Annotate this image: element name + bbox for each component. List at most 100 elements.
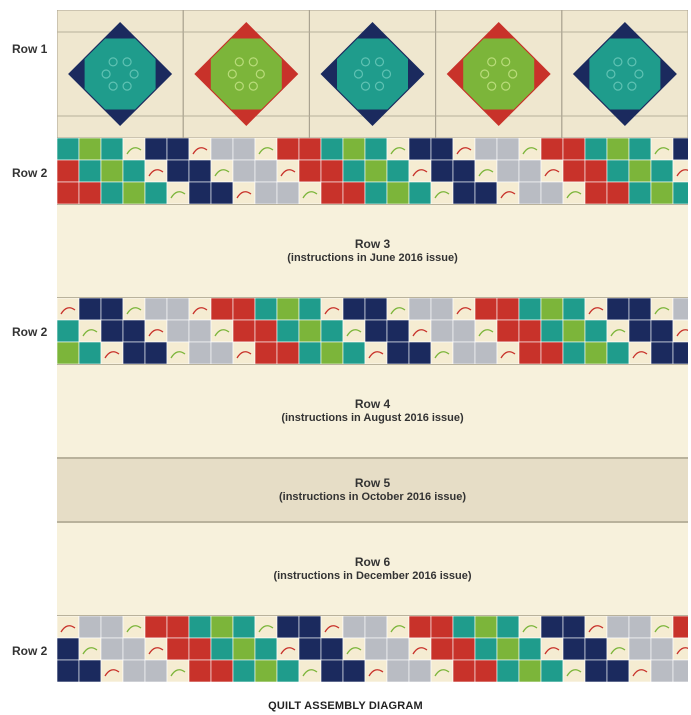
swirl-print — [258, 625, 274, 633]
patch-square — [606, 341, 630, 364]
patch-square — [496, 319, 520, 343]
swirl-print — [302, 669, 318, 677]
patch-square — [474, 298, 498, 321]
patch-square — [122, 659, 146, 682]
patch-square — [606, 138, 630, 161]
patch-square — [628, 637, 652, 661]
patch-square — [254, 181, 278, 204]
swirl-print — [148, 169, 164, 177]
swirl-print — [478, 169, 494, 177]
patch-square — [320, 659, 344, 682]
patch-square — [540, 659, 564, 682]
patch-square — [254, 659, 278, 682]
patch-square — [606, 616, 630, 639]
print-motif — [627, 81, 637, 91]
print-motif — [101, 69, 111, 79]
patch-square — [78, 637, 102, 661]
swirl-print — [522, 147, 538, 155]
print-motif — [255, 69, 265, 79]
patch-square — [540, 637, 564, 661]
patch-square — [78, 181, 102, 204]
patch-square — [364, 637, 388, 661]
patch-square — [320, 138, 344, 161]
patch-square — [122, 181, 146, 204]
row-2-patchwork-top — [57, 138, 688, 204]
star-block — [308, 10, 437, 138]
swirl-print — [280, 169, 296, 177]
patch-square — [474, 659, 498, 682]
patch-square — [57, 159, 80, 183]
swirl-print — [60, 307, 76, 315]
patch-square — [518, 341, 542, 364]
patch-square — [650, 138, 674, 161]
patch-square — [122, 637, 146, 661]
swirl-print — [544, 647, 560, 655]
patch-square — [78, 138, 102, 161]
patch-square — [166, 637, 190, 661]
patch-square — [144, 181, 168, 204]
patch-square — [386, 159, 410, 183]
diagram-caption: QUILT ASSEMBLY DIAGRAM — [268, 700, 423, 712]
patch-square — [672, 138, 688, 161]
row-4-note: (instructions in August 2016 issue) — [281, 412, 464, 424]
patch-square — [166, 659, 190, 682]
patch-square — [188, 637, 212, 661]
print-motif — [360, 57, 371, 67]
swirl-print — [434, 669, 450, 677]
patch-square — [188, 298, 212, 321]
row-5-title: Row 5 — [354, 476, 391, 490]
row-2-label: Row 2 — [12, 325, 48, 339]
swirl-print — [170, 669, 186, 677]
row-2-four-patch-strip — [57, 138, 688, 204]
patch-square — [254, 319, 278, 343]
swirl-print — [434, 191, 450, 199]
patch-square — [628, 159, 652, 183]
patch-square — [606, 181, 630, 204]
patch-square — [188, 616, 212, 639]
patch-square — [57, 637, 80, 661]
patch-square — [298, 181, 322, 204]
print-motif — [508, 69, 518, 79]
patch-square — [210, 616, 234, 639]
swirl-print — [148, 329, 164, 337]
patch-square — [100, 138, 124, 161]
patch-square — [452, 159, 476, 183]
patch-square — [474, 637, 498, 661]
swirl-print — [456, 147, 472, 155]
patch-square — [232, 138, 256, 161]
patch-square — [364, 659, 388, 682]
swirl-print — [478, 329, 494, 337]
swirl-print — [368, 351, 384, 359]
patch-square — [628, 138, 652, 161]
patch-square — [628, 298, 652, 321]
patch-square — [606, 659, 630, 682]
patch-square — [100, 637, 124, 661]
patch-square — [672, 181, 688, 204]
patch-square — [606, 637, 630, 661]
swirl-print — [302, 191, 318, 199]
patch-square — [650, 181, 674, 204]
patch-square — [254, 616, 278, 639]
row-4-title: Row 4 — [354, 397, 391, 411]
patch-square — [298, 659, 322, 682]
swirl-print — [104, 351, 120, 359]
patch-square — [628, 181, 652, 204]
patch-square — [452, 616, 476, 639]
patch-square — [386, 138, 410, 161]
row-2-label: Row 2 — [12, 166, 48, 180]
row-2-patchwork-middle — [57, 298, 688, 364]
swirl-print — [412, 329, 428, 337]
patch-square — [650, 319, 674, 343]
print-motif — [374, 57, 385, 67]
patch-square — [474, 159, 498, 183]
patch-square — [188, 159, 212, 183]
row-6-note: (instructions in December 2016 issue) — [273, 570, 472, 582]
patch-square — [386, 298, 410, 321]
star-block — [182, 10, 310, 138]
print-motif — [627, 57, 637, 67]
patch-square — [650, 616, 674, 639]
patch-square — [518, 637, 542, 661]
swirl-print — [676, 169, 688, 177]
patch-square — [144, 616, 168, 639]
row-5-panel: Row 5 (instructions in October 2016 issu… — [57, 458, 688, 522]
